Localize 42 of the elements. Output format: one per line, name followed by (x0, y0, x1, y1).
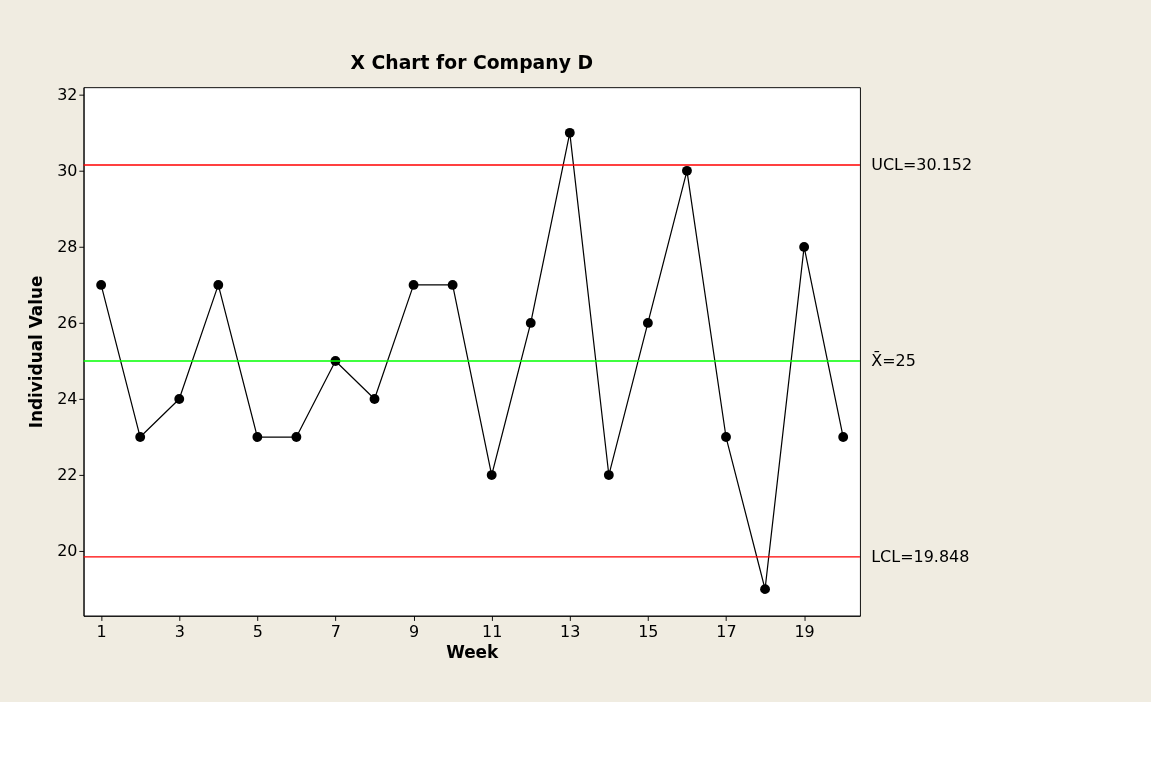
ref-line-label: UCL=30.152 (871, 154, 973, 174)
point (486, 470, 497, 480)
y-axis-title: Individual Value (26, 275, 47, 429)
point (174, 394, 185, 404)
x-tick-label: 13 (560, 621, 581, 641)
point (447, 280, 458, 290)
point (799, 241, 810, 252)
point (525, 318, 536, 328)
point (291, 432, 302, 442)
y-tick-label: 28 (57, 237, 78, 257)
x-tick-label: 19 (794, 621, 815, 641)
x-tick-label: 17 (716, 621, 737, 641)
chart-title: X Chart for Company D (350, 52, 593, 74)
point (760, 584, 770, 595)
y-tick-label: 22 (57, 465, 78, 485)
point (642, 318, 653, 328)
point (96, 280, 107, 290)
point (838, 432, 849, 442)
point (135, 432, 146, 442)
point (252, 432, 263, 442)
point (213, 280, 224, 290)
point (369, 394, 380, 404)
ref-line-label: LCL=19.848 (871, 546, 970, 566)
y-tick-label: 26 (57, 313, 78, 333)
x-tick-label: 15 (638, 621, 659, 641)
ref-line-label: X̄=25 (871, 350, 916, 370)
point (564, 127, 575, 138)
point (603, 470, 614, 480)
point (408, 280, 419, 290)
y-tick-label: 20 (57, 541, 78, 561)
x-tick-label: 5 (252, 621, 263, 641)
point (721, 432, 731, 442)
x-tick-label: 9 (408, 621, 420, 641)
y-tick-label: 30 (57, 161, 78, 181)
y-tick-label: 32 (57, 84, 78, 104)
x-tick-label: 3 (174, 621, 185, 641)
x-tick-label: 7 (330, 621, 342, 641)
x-tick-label: 11 (481, 621, 503, 641)
y-tick-label: 24 (57, 389, 78, 409)
point (682, 165, 692, 176)
x-axis-title: Week (446, 642, 500, 663)
x-tick-label: 1 (96, 621, 107, 641)
